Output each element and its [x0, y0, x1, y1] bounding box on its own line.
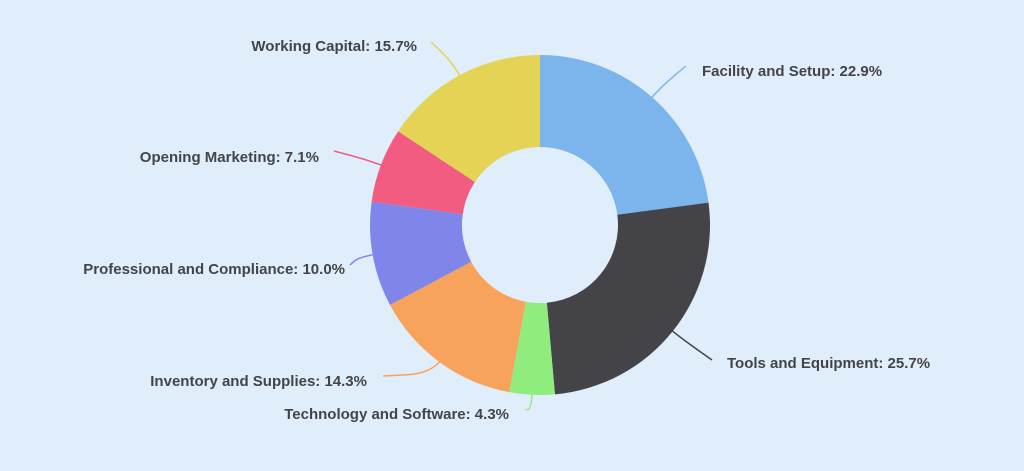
data-label: Inventory and Supplies: 14.3% [150, 373, 367, 390]
slice-opening-marketing[interactable] [371, 131, 475, 215]
data-label: Tools and Equipment: 25.7% [727, 355, 930, 372]
connector-line [349, 253, 377, 266]
data-label: Facility and Setup: 22.9% [702, 63, 882, 80]
connector-line [669, 328, 713, 361]
data-label: Opening Marketing: 7.1% [140, 149, 319, 166]
connector-line [382, 358, 443, 377]
data-label: Technology and Software: 4.3% [284, 406, 509, 423]
connector-line [648, 65, 687, 101]
connector-line [333, 150, 385, 168]
slice-inventory-and-supplies[interactable] [390, 261, 526, 393]
slice-working-capital[interactable] [398, 55, 540, 182]
data-label: Professional and Compliance: 10.0% [83, 261, 345, 278]
data-label: Working Capital: 15.7% [251, 38, 417, 55]
connector-line [524, 390, 533, 411]
connector-line [430, 41, 463, 80]
slice-facility-and-setup[interactable] [540, 55, 709, 215]
slice-technology-and-software[interactable] [509, 301, 555, 395]
slice-professional-and-compliance[interactable] [370, 201, 472, 306]
slice-tools-and-equipment[interactable] [546, 202, 710, 395]
